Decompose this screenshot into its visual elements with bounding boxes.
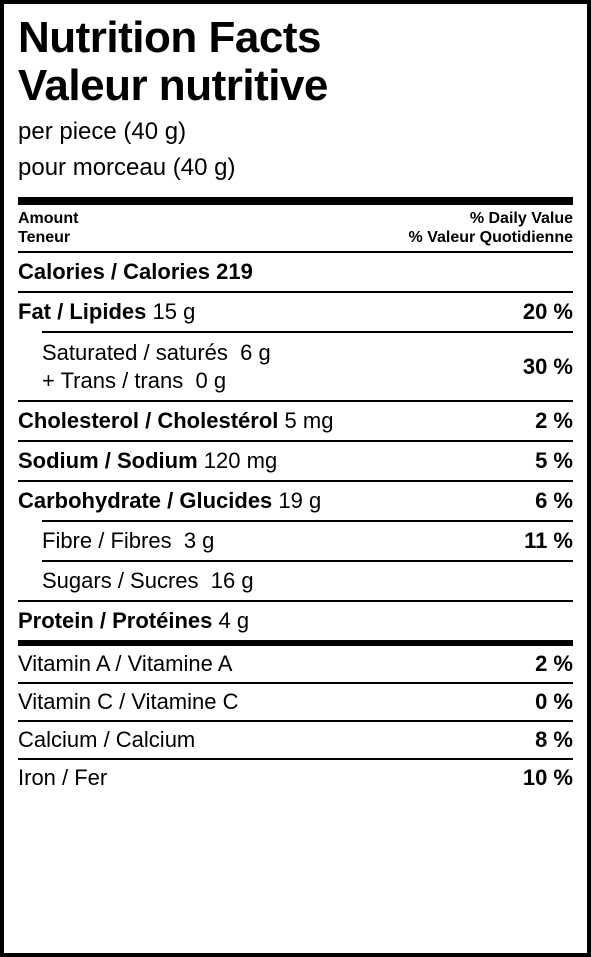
- row-sat-trans: Saturated / saturés 6 g + Trans / trans …: [18, 333, 573, 400]
- row-calories: Calories / Calories 219: [18, 253, 573, 291]
- cholesterol-label: Cholesterol / Cholestérol: [18, 408, 278, 433]
- fibre-label: Fibre / Fibres: [42, 528, 172, 553]
- row-vitamin-a: Vitamin A / Vitamine A 2 %: [18, 646, 573, 682]
- nutrition-panel: Nutrition Facts Valeur nutritive per pie…: [0, 0, 591, 957]
- fat-value: 15 g: [152, 299, 195, 324]
- vitamin-a-label: Vitamin A / Vitamine A: [18, 651, 232, 677]
- sugars-label: Sugars / Sucres: [42, 568, 199, 593]
- sodium-pct: 5 %: [535, 448, 573, 474]
- fibre-pct: 11 %: [524, 528, 573, 554]
- hdr-dv-en: % Daily Value: [409, 209, 573, 228]
- calcium-label: Calcium / Calcium: [18, 727, 195, 753]
- fat-label: Fat / Lipides: [18, 299, 146, 324]
- vitamin-c-pct: 0 %: [535, 689, 573, 715]
- iron-label: Iron / Fer: [18, 765, 107, 791]
- fibre-value: 3 g: [184, 528, 215, 553]
- protein-value: 4 g: [219, 608, 250, 633]
- row-protein: Protein / Protéines 4 g: [18, 602, 573, 640]
- cholesterol-value: 5 mg: [285, 408, 334, 433]
- hdr-dv-fr: % Valeur Quotidienne: [409, 228, 573, 247]
- trans-value: 0 g: [195, 368, 226, 393]
- row-fat: Fat / Lipides 15 g 20 %: [18, 293, 573, 331]
- calories-label: Calories / Calories: [18, 259, 210, 284]
- sodium-label: Sodium / Sodium: [18, 448, 198, 473]
- sat-label: Saturated / saturés: [42, 340, 228, 365]
- row-vitamin-c: Vitamin C / Vitamine C 0 %: [18, 684, 573, 720]
- vitamin-c-label: Vitamin C / Vitamine C: [18, 689, 239, 715]
- trans-label: + Trans / trans: [42, 368, 183, 393]
- sat-value: 6 g: [240, 340, 271, 365]
- serving-en: per piece (40 g): [18, 117, 573, 147]
- protein-label: Protein / Protéines: [18, 608, 212, 633]
- hdr-amount-fr: Teneur: [18, 228, 78, 247]
- sodium-value: 120 mg: [204, 448, 277, 473]
- fat-pct: 20 %: [523, 299, 573, 325]
- row-sugars: Sugars / Sucres 16 g: [18, 562, 573, 600]
- row-sodium: Sodium / Sodium 120 mg 5 %: [18, 442, 573, 480]
- panel-title-en: Nutrition Facts: [18, 14, 573, 62]
- calcium-pct: 8 %: [535, 727, 573, 753]
- iron-pct: 10 %: [523, 765, 573, 791]
- panel-title-fr: Valeur nutritive: [18, 62, 573, 110]
- sat-trans-pct: 30 %: [523, 354, 573, 380]
- carb-label: Carbohydrate / Glucides: [18, 488, 272, 513]
- vitamin-a-pct: 2 %: [535, 651, 573, 677]
- serving-fr: pour morceau (40 g): [18, 153, 573, 183]
- hdr-amount-en: Amount: [18, 209, 78, 228]
- cholesterol-pct: 2 %: [535, 408, 573, 434]
- row-carb: Carbohydrate / Glucides 19 g 6 %: [18, 482, 573, 520]
- divider-thick: [18, 197, 573, 205]
- row-calcium: Calcium / Calcium 8 %: [18, 722, 573, 758]
- row-iron: Iron / Fer 10 %: [18, 760, 573, 796]
- calories-value: 219: [216, 259, 253, 284]
- row-cholesterol: Cholesterol / Cholestérol 5 mg 2 %: [18, 402, 573, 440]
- carb-pct: 6 %: [535, 488, 573, 514]
- sugars-value: 16 g: [211, 568, 254, 593]
- carb-value: 19 g: [278, 488, 321, 513]
- header-row: Amount Teneur % Daily Value % Valeur Quo…: [18, 205, 573, 251]
- row-fibre: Fibre / Fibres 3 g 11 %: [18, 522, 573, 560]
